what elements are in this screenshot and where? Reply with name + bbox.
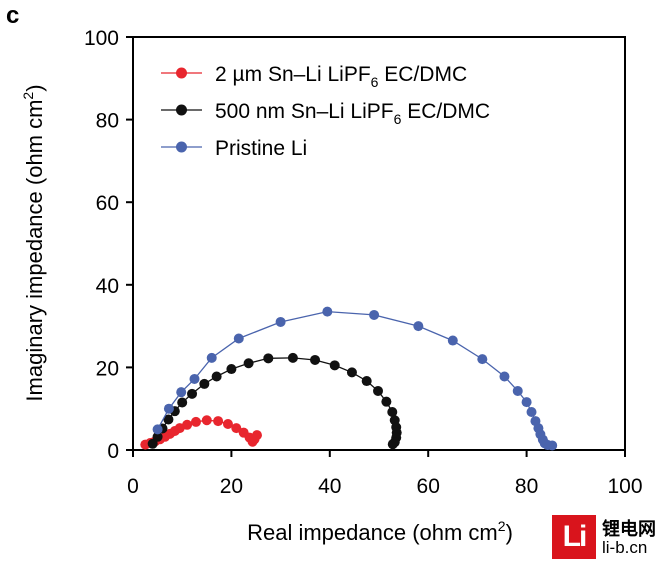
data-point — [361, 376, 372, 387]
data-point — [201, 415, 212, 426]
watermark: Li 锂电网 li-b.cn — [552, 513, 660, 562]
data-point — [310, 354, 321, 365]
x-tick-label: 100 — [607, 475, 642, 498]
series-group — [140, 306, 558, 451]
data-point — [477, 354, 488, 365]
x-axis-label-close: ) — [506, 520, 513, 545]
y-tick-label: 100 — [84, 27, 119, 50]
data-point — [152, 424, 163, 435]
legend-marker — [176, 67, 187, 79]
x-tick-label: 0 — [127, 475, 139, 498]
legend-label: 2 µm Sn–Li LiPF6 EC/DMC — [215, 63, 467, 90]
data-point — [263, 353, 274, 364]
data-point — [381, 396, 392, 407]
data-point — [226, 364, 237, 375]
y-axis-label: Imaginary impedance (ohm cm2) — [20, 84, 47, 401]
x-tick-label: 80 — [515, 475, 538, 498]
data-point — [206, 352, 217, 363]
data-point — [190, 416, 201, 427]
y-axis-label-sup: 2 — [20, 92, 36, 100]
data-point — [163, 403, 174, 414]
legend-label-main: Pristine Li — [215, 137, 307, 160]
legend-item: 500 nm Sn–Li LiPF6 EC/DMC — [161, 100, 490, 127]
y-axis-label-main: Imaginary impedance (ohm cm — [22, 100, 47, 402]
legend-label-sub: 6 — [371, 74, 379, 90]
data-point — [322, 306, 333, 317]
series-line — [152, 357, 398, 445]
data-point — [231, 423, 242, 434]
data-point — [275, 316, 286, 327]
data-point — [387, 407, 398, 418]
data-point — [243, 358, 254, 369]
data-point — [233, 333, 244, 344]
data-point — [182, 419, 193, 430]
data-point — [187, 388, 198, 399]
x-tick-label: 40 — [318, 475, 341, 498]
data-point — [329, 360, 340, 371]
legend-label-tail: EC/DMC — [401, 100, 490, 123]
legend-item: Pristine Li — [161, 137, 307, 160]
data-point — [499, 371, 510, 382]
data-point — [373, 385, 384, 396]
legend-label: 500 nm Sn–Li LiPF6 EC/DMC — [215, 100, 490, 127]
y-tick-label: 80 — [96, 110, 119, 133]
data-point — [189, 373, 200, 384]
data-point — [251, 430, 262, 441]
legend-label-main: 500 nm Sn–Li LiPF — [215, 100, 394, 123]
data-point — [413, 321, 424, 332]
legend-label: Pristine Li — [215, 137, 307, 160]
data-point — [152, 431, 163, 442]
x-axis-label-sup: 2 — [498, 518, 506, 534]
series-0 — [140, 415, 262, 450]
legend-marker — [176, 104, 187, 116]
data-point — [521, 397, 532, 408]
y-tick-label: 0 — [107, 440, 119, 463]
watermark-logo: Li — [552, 515, 596, 559]
legend-label-main: 2 µm Sn–Li LiPF — [215, 63, 371, 86]
data-point — [526, 407, 537, 418]
x-tick-label: 60 — [417, 475, 440, 498]
x-tick-label: 20 — [220, 475, 243, 498]
series-2 — [152, 306, 558, 451]
legend-label-tail: EC/DMC — [378, 63, 467, 86]
ticks: 0 20 40 60 80 100 0 20 40 60 80 100 — [84, 27, 643, 498]
legend-label-sub: 6 — [394, 111, 402, 127]
data-point — [147, 438, 158, 449]
axes — [132, 36, 626, 451]
data-point — [177, 397, 188, 408]
data-point — [387, 439, 398, 450]
data-point — [512, 385, 523, 396]
x-axis-label: Real impedance (ohm cm2) — [247, 518, 513, 545]
data-point — [222, 418, 233, 429]
data-point — [163, 414, 174, 425]
legend-marker — [176, 141, 187, 153]
watermark-text-top: 锂电网 — [602, 519, 656, 540]
y-axis-label-close: ) — [22, 84, 47, 91]
data-point — [447, 335, 458, 346]
data-point — [346, 367, 357, 378]
y-tick-label: 20 — [96, 357, 119, 380]
y-tick-label: 40 — [96, 275, 119, 298]
data-point — [211, 371, 222, 382]
plot-frame — [132, 36, 626, 451]
watermark-text-bottom: li-b.cn — [602, 538, 648, 557]
data-point — [199, 378, 210, 389]
data-point — [287, 352, 298, 363]
legend-item: 2 µm Sn–Li LiPF6 EC/DMC — [161, 63, 467, 90]
y-tick-label: 60 — [96, 192, 119, 215]
data-point — [176, 387, 187, 398]
panel-label: c — [6, 2, 20, 29]
x-axis-label-main: Real impedance (ohm cm — [247, 520, 498, 545]
data-point — [369, 309, 380, 320]
data-point — [213, 416, 224, 427]
series-1 — [147, 352, 402, 450]
data-point — [547, 440, 558, 451]
